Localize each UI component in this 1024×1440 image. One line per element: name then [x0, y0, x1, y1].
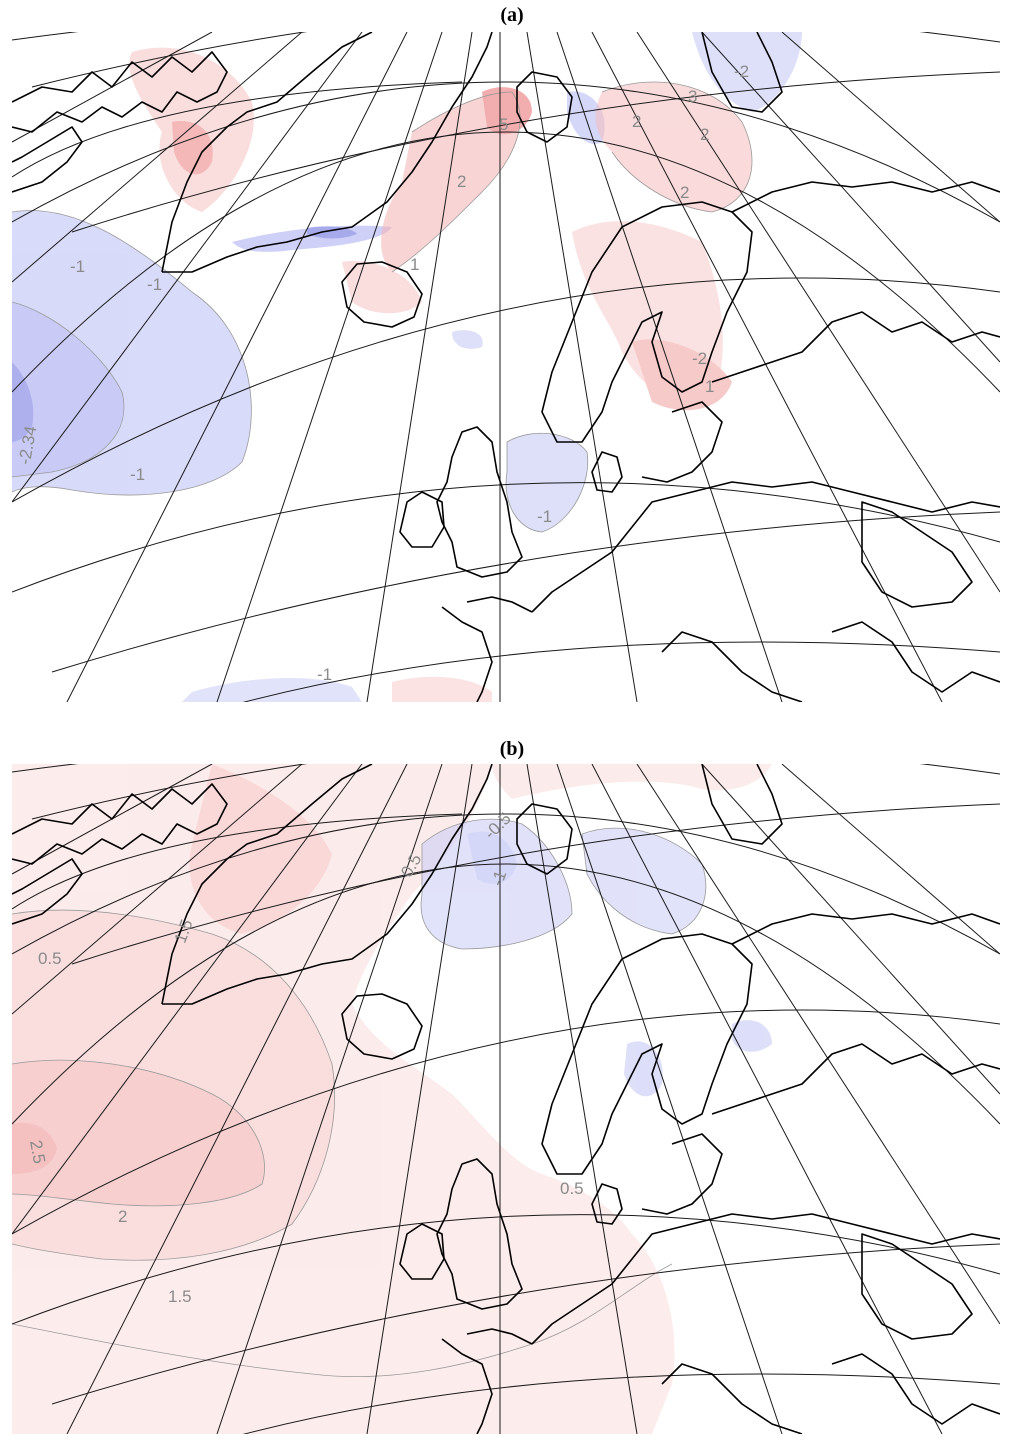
- positive-anomaly-areas: [129, 47, 752, 702]
- coast-scandinavia: [541, 201, 753, 443]
- neg-area-south-atlantic: [182, 677, 362, 702]
- coast-black-sea: [861, 501, 973, 608]
- neg-area-kara: [582, 828, 706, 934]
- contour-lines: [12, 81, 753, 533]
- neg-area-small-atlantic: [452, 330, 483, 349]
- neg-area-atlantic-peak: [12, 362, 34, 442]
- pos-area-north: [492, 764, 772, 799]
- coastlines: [12, 32, 1000, 702]
- coast-british-isles: [436, 426, 523, 578]
- contour-label: -1: [70, 257, 85, 276]
- contour-label: 0.5: [560, 1179, 584, 1198]
- coast-novaya-zemlya: [701, 764, 783, 845]
- map-panel-a: -1 -1 1 2 5 2 3 2 -2 2 -1 1 -1 -2 -2.34 …: [12, 32, 1000, 702]
- graticule: [12, 764, 1000, 1434]
- contour-label: 2.5: [26, 1139, 49, 1166]
- panel-a-label: (a): [500, 4, 524, 26]
- pos-area-denmark-strait: [381, 92, 521, 272]
- coast-denmark: [591, 1183, 623, 1225]
- contour-label: -1: [487, 868, 510, 889]
- contour-label: 2: [457, 172, 466, 191]
- contour-label: 3: [688, 87, 697, 106]
- contour-label: -2: [734, 62, 749, 81]
- neg-area-atlantic-core: [12, 302, 124, 477]
- map-panel-b: 0.5 1.5 0.5 -0.5 -1 2.5 2 1.5 0.5: [12, 764, 1000, 1434]
- contour-label: 2: [118, 1207, 127, 1226]
- coast-scandinavia: [541, 933, 753, 1175]
- neg-area-ladoga: [732, 1020, 772, 1052]
- coast-finland-russia: [711, 181, 1000, 383]
- contour-label: 1.5: [168, 1287, 192, 1306]
- coastlines: [12, 764, 1000, 1434]
- contour-label: 0.5: [38, 949, 62, 968]
- coast-ireland: [399, 1223, 445, 1280]
- coast-greenland: [161, 32, 493, 273]
- map-b-svg: 0.5 1.5 0.5 -0.5 -1 2.5 2 1.5 0.5: [12, 764, 1000, 1434]
- coast-europe-mainland: [441, 1213, 1000, 1434]
- contour-label: 1: [705, 377, 714, 396]
- contour-labels: -1 -1 1 2 5 2 3 2 -2 2 -1 1 -1 -2 -2.34 …: [15, 62, 749, 684]
- neg-area-greenland-strait-core: [307, 226, 357, 239]
- map-a-svg: -1 -1 1 2 5 2 3 2 -2 2 -1 1 -1 -2 -2.34 …: [12, 32, 1000, 702]
- coast-ireland: [399, 491, 445, 548]
- coast-greenland: [161, 764, 493, 1005]
- coast-canada-arctic: [12, 783, 228, 865]
- coast-baffin: [12, 858, 83, 925]
- coast-baffin: [12, 126, 83, 193]
- contour-label: -1: [130, 465, 145, 484]
- panel-b-label: (b): [499, 738, 525, 760]
- coast-baltic: [641, 1133, 723, 1215]
- contour-label: 2: [700, 125, 709, 144]
- contour-label: 5: [499, 115, 508, 134]
- contour-label: 2: [632, 112, 641, 131]
- pos-area-iceland: [342, 261, 422, 314]
- contour-lines: [12, 818, 707, 1378]
- coast-svalbard: [516, 803, 573, 875]
- coast-baltic: [641, 401, 723, 483]
- pos-area-biscay: [392, 676, 492, 702]
- contour-label: -1: [147, 275, 162, 294]
- negative-anomaly-areas: [421, 819, 772, 1097]
- contour-label: -1: [317, 665, 332, 684]
- coast-europe-mainland: [441, 481, 1000, 702]
- negative-anomaly-areas: [12, 32, 802, 702]
- neg-area-gulf-bothnia: [624, 1041, 663, 1097]
- graticule: [12, 32, 1000, 702]
- neg-area-barents-core: [467, 831, 517, 884]
- coast-black-sea: [861, 1233, 973, 1340]
- coast-british-isles: [436, 1158, 523, 1310]
- contour-label: 1: [410, 255, 419, 274]
- coast-svalbard: [516, 71, 573, 143]
- coast-iceland: [341, 993, 423, 1060]
- coast-novaya-zemlya: [701, 32, 783, 113]
- coast-canada-arctic: [12, 51, 228, 133]
- contour-label: -1: [537, 507, 552, 526]
- contour-label: 2: [680, 183, 689, 202]
- coast-finland-russia: [711, 913, 1000, 1115]
- coast-iceland: [341, 261, 423, 328]
- coast-mediterranean-north: [661, 621, 1000, 702]
- contour-label: -2: [692, 349, 707, 368]
- coast-mediterranean-north: [661, 1353, 1000, 1434]
- coast-denmark: [591, 451, 623, 493]
- pos-area-level-3: [12, 1122, 57, 1174]
